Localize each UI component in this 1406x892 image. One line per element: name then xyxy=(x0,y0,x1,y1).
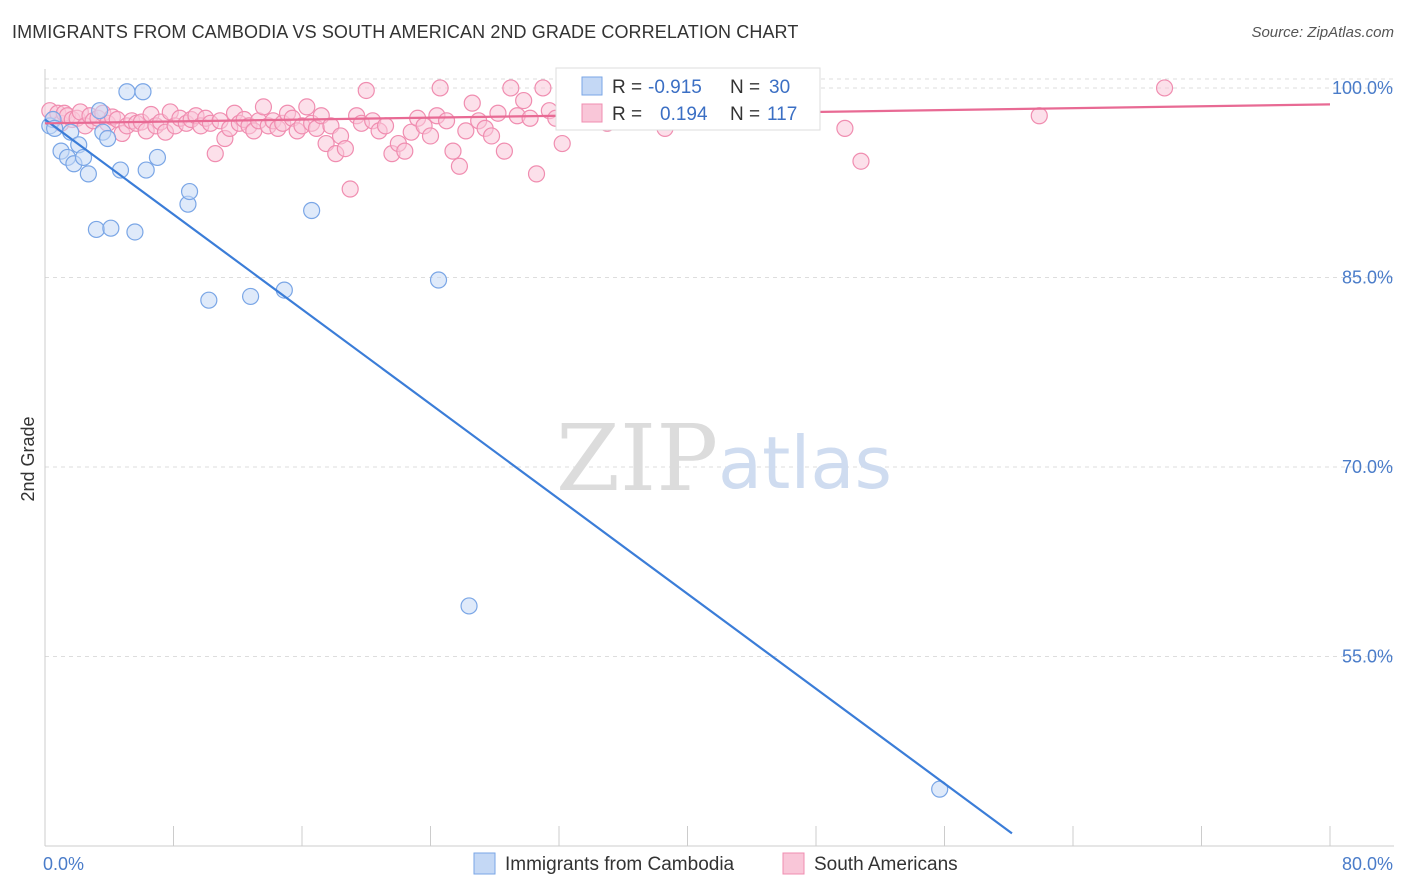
cambodia-point xyxy=(118,83,136,101)
south-americans-point xyxy=(341,180,359,198)
y-tick-labels: 55.0% 70.0% 85.0% 100.0% xyxy=(1332,78,1393,667)
legend-r-label-south-americans: R = xyxy=(612,104,642,125)
south-americans-point xyxy=(206,145,224,163)
watermark-zip: ZIP xyxy=(556,405,718,512)
south-americans-point xyxy=(376,117,395,135)
legend-swatch-south-americans xyxy=(581,103,603,123)
south-americans-point xyxy=(298,98,316,116)
south-americans-point xyxy=(444,142,462,160)
axes xyxy=(44,69,1394,847)
y-axis-label: 2nd Grade xyxy=(18,416,38,501)
series-legend-swatch-cambodia xyxy=(473,852,496,875)
cambodia-point xyxy=(126,223,144,241)
legend-r-label-cambodia: R = xyxy=(612,77,642,98)
south-americans-point xyxy=(836,119,854,137)
legend-n-label-cambodia: N = xyxy=(730,77,760,98)
cambodia-point xyxy=(200,291,218,309)
south-americans-point xyxy=(527,165,546,183)
cambodia-point xyxy=(137,161,155,179)
south-americans-point xyxy=(421,127,440,145)
y-tick-label: 55.0% xyxy=(1342,646,1393,666)
grid-lines xyxy=(45,78,1394,657)
south-americans-point xyxy=(457,122,475,140)
series-legend-label-cambodia: Immigrants from Cambodia xyxy=(505,854,735,875)
cambodia-point xyxy=(148,148,167,167)
cambodia-point xyxy=(99,129,117,148)
south-americans-point xyxy=(336,139,354,158)
south-americans-point xyxy=(534,79,552,97)
south-americans-point xyxy=(254,98,273,116)
cambodia-point xyxy=(303,201,321,220)
south-americans-point xyxy=(357,81,375,100)
cambodia-point xyxy=(180,182,199,201)
legend-n-value-cambodia: 30 xyxy=(769,77,790,98)
south-americans-point xyxy=(521,109,539,127)
south-americans-point xyxy=(482,127,501,145)
legend-n-value-south-americans: 117 xyxy=(767,104,797,125)
x-tick-label-min: 0.0% xyxy=(43,854,84,874)
cambodia-point xyxy=(242,287,260,306)
y-tick-label: 100.0% xyxy=(1332,78,1393,98)
y-tick-label: 85.0% xyxy=(1342,267,1393,287)
south-americans-point xyxy=(396,142,414,160)
cambodia-point xyxy=(74,148,93,167)
south-americans-point xyxy=(852,152,870,170)
y-tick-label: 70.0% xyxy=(1342,457,1393,477)
south-americans-point xyxy=(1030,107,1048,125)
south-americans-point xyxy=(495,142,513,160)
legend-swatch-cambodia xyxy=(581,76,603,96)
series-legend-label-south-americans: South Americans xyxy=(814,854,958,875)
watermark-atlas: atlas xyxy=(718,421,892,505)
cambodia-point xyxy=(79,165,97,183)
cambodia-trend-line xyxy=(44,118,1013,835)
south-americans-point xyxy=(1155,79,1174,97)
correlation-legend: R = -0.915 N = 30 R = 0.194 N = 117 xyxy=(555,67,821,131)
x-tick-labels: 0.0% 80.0% xyxy=(43,854,1393,874)
legend-r-value-cambodia: -0.915 xyxy=(648,77,702,98)
chart-title: IMMIGRANTS FROM CAMBODIA VS SOUTH AMERIC… xyxy=(12,22,799,42)
south-americans-point xyxy=(502,79,520,97)
south-americans-point xyxy=(437,112,456,130)
series-legend: Immigrants from Cambodia South Americans xyxy=(473,852,958,875)
cambodia-point xyxy=(91,102,109,120)
south-americans-point xyxy=(463,94,481,112)
cambodia-point xyxy=(102,219,120,237)
cambodia-point xyxy=(87,220,106,239)
south-americans-point xyxy=(553,134,571,153)
south-americans-point xyxy=(431,79,449,97)
legend-r-value-south-americans: 0.194 xyxy=(660,104,708,125)
cambodia-point xyxy=(460,597,478,615)
cambodia-point xyxy=(429,271,448,289)
south-americans-point xyxy=(450,157,469,175)
cambodia-point xyxy=(134,83,152,101)
series-legend-swatch-south-americans xyxy=(782,852,805,875)
south-americans-point xyxy=(489,104,507,122)
south-americans-point xyxy=(515,91,533,110)
source-credit: Source: ZipAtlas.com xyxy=(1251,24,1394,41)
x-tick-label-max: 80.0% xyxy=(1342,854,1393,874)
legend-n-label-south-americans: N = xyxy=(730,104,760,125)
watermark: ZIP atlas xyxy=(556,405,892,512)
